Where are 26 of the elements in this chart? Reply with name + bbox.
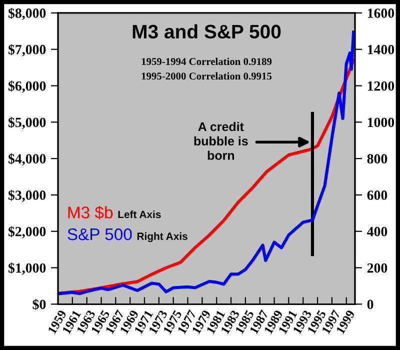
- annotation: 1959-1994 Correlation 0.9189: [142, 58, 272, 66]
- y-tick-label: $3,000: [8, 190, 46, 202]
- y2-tick-label: 1000: [368, 118, 394, 128]
- y-tick-label: $1,000: [8, 262, 46, 275]
- y2-tick-label: 400: [366, 226, 388, 236]
- y-tick-label: $2,000: [8, 226, 46, 238]
- y-tick-label: $0: [32, 298, 46, 310]
- y2-tick-label: 1400: [368, 44, 394, 54]
- annotation: A credit bubble is born: [194, 122, 248, 160]
- annotation: 1995-2000 Correlation 0.9915: [142, 72, 272, 80]
- y2-tick-label: 1200: [368, 81, 394, 91]
- y-tick-label: $8,000: [8, 8, 46, 20]
- chart-title: M3 and S&P 500: [132, 24, 281, 39]
- y-tick-label: $7,000: [8, 44, 46, 56]
- text: S&P 500: [68, 228, 132, 240]
- text: M3 $b: [68, 206, 113, 220]
- y2-tick-label: 1600: [368, 8, 394, 18]
- y2-tick-label: 800: [367, 154, 388, 164]
- annotation: Left Axis: [118, 210, 161, 218]
- y-tick-label: $5,000: [8, 116, 46, 130]
- annotation: Right Axis: [137, 232, 188, 242]
- y2-tick-label: 200: [367, 263, 388, 273]
- y2-tick-label: 0: [367, 300, 374, 310]
- y-tick-label: $6,000: [8, 80, 46, 93]
- y-tick-label: $4,000: [8, 153, 46, 166]
- y2-tick-label: 600: [367, 190, 388, 200]
